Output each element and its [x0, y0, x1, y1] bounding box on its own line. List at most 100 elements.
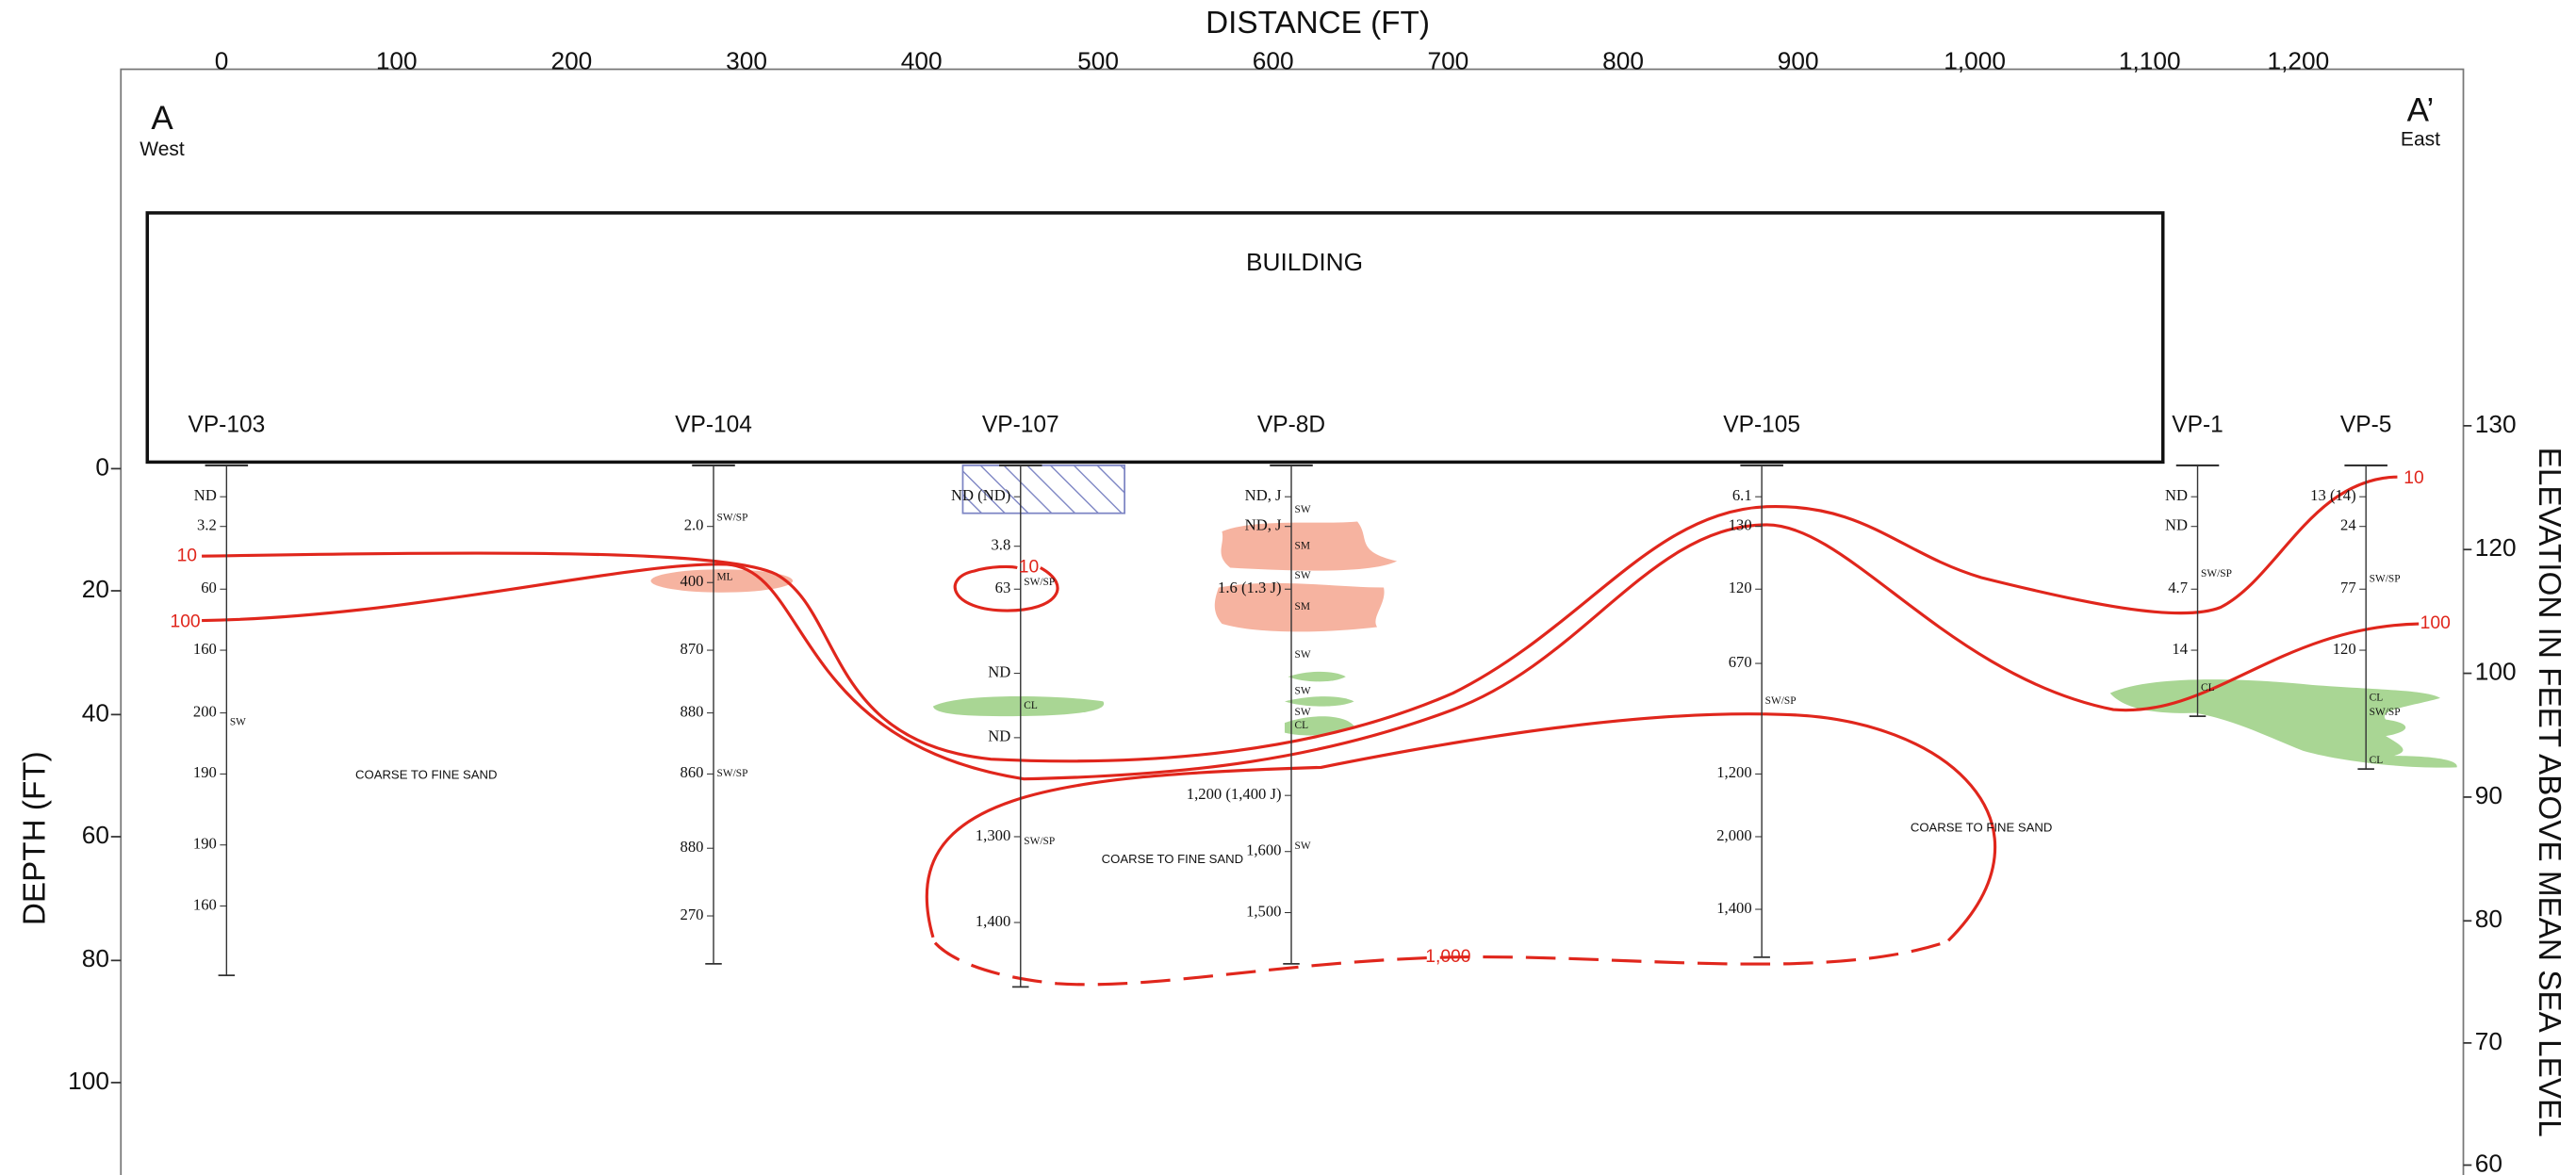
sample-value: 13 (14) — [2310, 486, 2355, 504]
elevation-tick-label: 130 — [2475, 410, 2517, 438]
sample-value: 400 — [681, 572, 704, 590]
distance-tick-label: 500 — [1077, 46, 1119, 74]
distance-title: DISTANCE (FT) — [1206, 6, 1430, 41]
contour-label: 100 — [2420, 613, 2451, 633]
distance-tick-label: 1,000 — [1944, 46, 2006, 74]
sample-value: ND, J — [1245, 516, 1282, 534]
elevation-tick-label: 80 — [2475, 905, 2502, 933]
sample-value: 1,200 — [1716, 763, 1751, 781]
soil-note: COARSE TO FINE SAND — [355, 768, 497, 782]
soil-code: CL — [2370, 692, 2384, 703]
depth-tick-label: 60 — [82, 821, 109, 849]
sample-value: ND — [988, 727, 1010, 745]
depth-tick-label: 100 — [68, 1067, 109, 1095]
distance-tick-label: 1,100 — [2119, 46, 2181, 74]
sample-value: 1.6 (1.3 J) — [1218, 579, 1281, 596]
depth-tick-label: 0 — [95, 452, 109, 481]
soil-code: CL — [1295, 720, 1309, 731]
boring-label: VP-1 — [2172, 412, 2223, 437]
boring-label: VP-5 — [2340, 412, 2391, 437]
sample-value: 2,000 — [1716, 826, 1751, 844]
soil-code: SW — [1295, 685, 1311, 696]
sample-value: 3.8 — [991, 536, 1010, 554]
cross-section: DISTANCE (FT) DEPTH (FT) ELEVATION IN FE… — [0, 0, 2576, 1175]
sample-value: 4.7 — [2168, 579, 2188, 596]
soil-code: SW — [230, 717, 246, 728]
sample-value: ND — [2165, 486, 2188, 504]
sample-value: 1,500 — [1246, 902, 1281, 920]
soil-code: SW/SP — [2201, 568, 2232, 579]
sample-value: 3.2 — [197, 516, 217, 534]
section-marker: A’ — [2407, 91, 2435, 128]
sample-value: 190 — [193, 763, 217, 781]
sample-value: 14 — [2172, 640, 2188, 658]
distance-tick-label: 100 — [376, 46, 418, 74]
sample-value: 77 — [2340, 579, 2356, 596]
sample-value: 1,300 — [976, 826, 1010, 844]
page: { "header": { "distance_label": "DISTANC… — [0, 0, 2576, 1175]
boring-label: VP-105 — [1723, 412, 1800, 437]
direction-label: West — [139, 139, 185, 160]
contour-label: 100 — [170, 612, 200, 631]
soil-note: COARSE TO FINE SAND — [1911, 821, 2052, 835]
sample-value: ND (ND) — [951, 486, 1010, 504]
soil-code: SW/SP — [2370, 573, 2401, 584]
distance-tick-label: 1,200 — [2267, 46, 2329, 74]
cl-lens — [2110, 679, 2457, 768]
soil-code: SW — [1295, 707, 1311, 718]
soil-code: SM — [1295, 540, 1310, 551]
boring-label: VP-104 — [675, 412, 752, 437]
contour-label: 10 — [1019, 558, 1039, 578]
sample-value: 270 — [681, 906, 704, 923]
sample-value: 880 — [681, 838, 704, 856]
depth-tick-label: 80 — [82, 944, 109, 972]
sample-value: 880 — [681, 702, 704, 720]
elevation-tick-label: 60 — [2475, 1149, 2502, 1175]
contour-label: 1,000 — [1425, 947, 1470, 967]
contour-label: 10 — [2404, 468, 2423, 488]
section-marker: A — [151, 100, 173, 137]
sample-value: 160 — [193, 895, 217, 913]
distance-tick-label: 600 — [1253, 46, 1294, 74]
sample-value: 60 — [201, 579, 217, 596]
sample-value: 160 — [193, 640, 217, 658]
soil-note: COARSE TO FINE SAND — [1102, 852, 1243, 866]
soil-code: SW — [1295, 504, 1311, 515]
building-outline — [147, 213, 2162, 462]
sample-value: 870 — [681, 640, 704, 658]
cl-lens — [933, 696, 1104, 716]
soil-code: CL — [2370, 755, 2384, 766]
soil-code: SW — [1295, 840, 1311, 852]
direction-label: East — [2401, 128, 2440, 150]
cl-lens — [1288, 672, 1346, 682]
soil-code: SM — [1295, 601, 1310, 612]
distance-tick-label: 900 — [1778, 46, 1819, 74]
sample-value: 2.0 — [684, 516, 704, 534]
elevation-tick-label: 90 — [2475, 781, 2502, 809]
distance-tick-label: 400 — [901, 46, 943, 74]
sample-value: 63 — [995, 579, 1011, 596]
sample-value: 6.1 — [1732, 486, 1752, 504]
soil-code: SW/SP — [2370, 707, 2401, 718]
soil-code: SW — [1295, 649, 1311, 661]
sample-value: 120 — [1729, 579, 1752, 596]
elevation-tick-label: 120 — [2475, 533, 2517, 562]
soil-code: SW/SP — [1024, 577, 1055, 588]
contour-label: 10 — [177, 546, 197, 565]
depth-tick-label: 40 — [82, 698, 109, 726]
boring-label: VP-103 — [188, 412, 265, 437]
boring-label: VP-8D — [1257, 412, 1325, 437]
elevation-tick-label: 100 — [2475, 658, 2517, 686]
soil-code: SW — [1295, 570, 1311, 581]
building-label: BUILDING — [1246, 248, 1363, 276]
sample-value: 1,400 — [976, 912, 1010, 930]
sample-value: 190 — [193, 835, 217, 853]
sample-value: 1,200 (1,400 J) — [1187, 785, 1282, 803]
sample-value: 200 — [193, 702, 217, 720]
cl-lens — [1285, 696, 1354, 707]
depth-title: DEPTH (FT) — [18, 751, 53, 925]
contour-line — [927, 714, 1994, 941]
soil-code: ML — [717, 572, 733, 583]
soil-code: SW/SP — [1765, 695, 1797, 707]
sample-value: 1,600 — [1246, 841, 1281, 859]
